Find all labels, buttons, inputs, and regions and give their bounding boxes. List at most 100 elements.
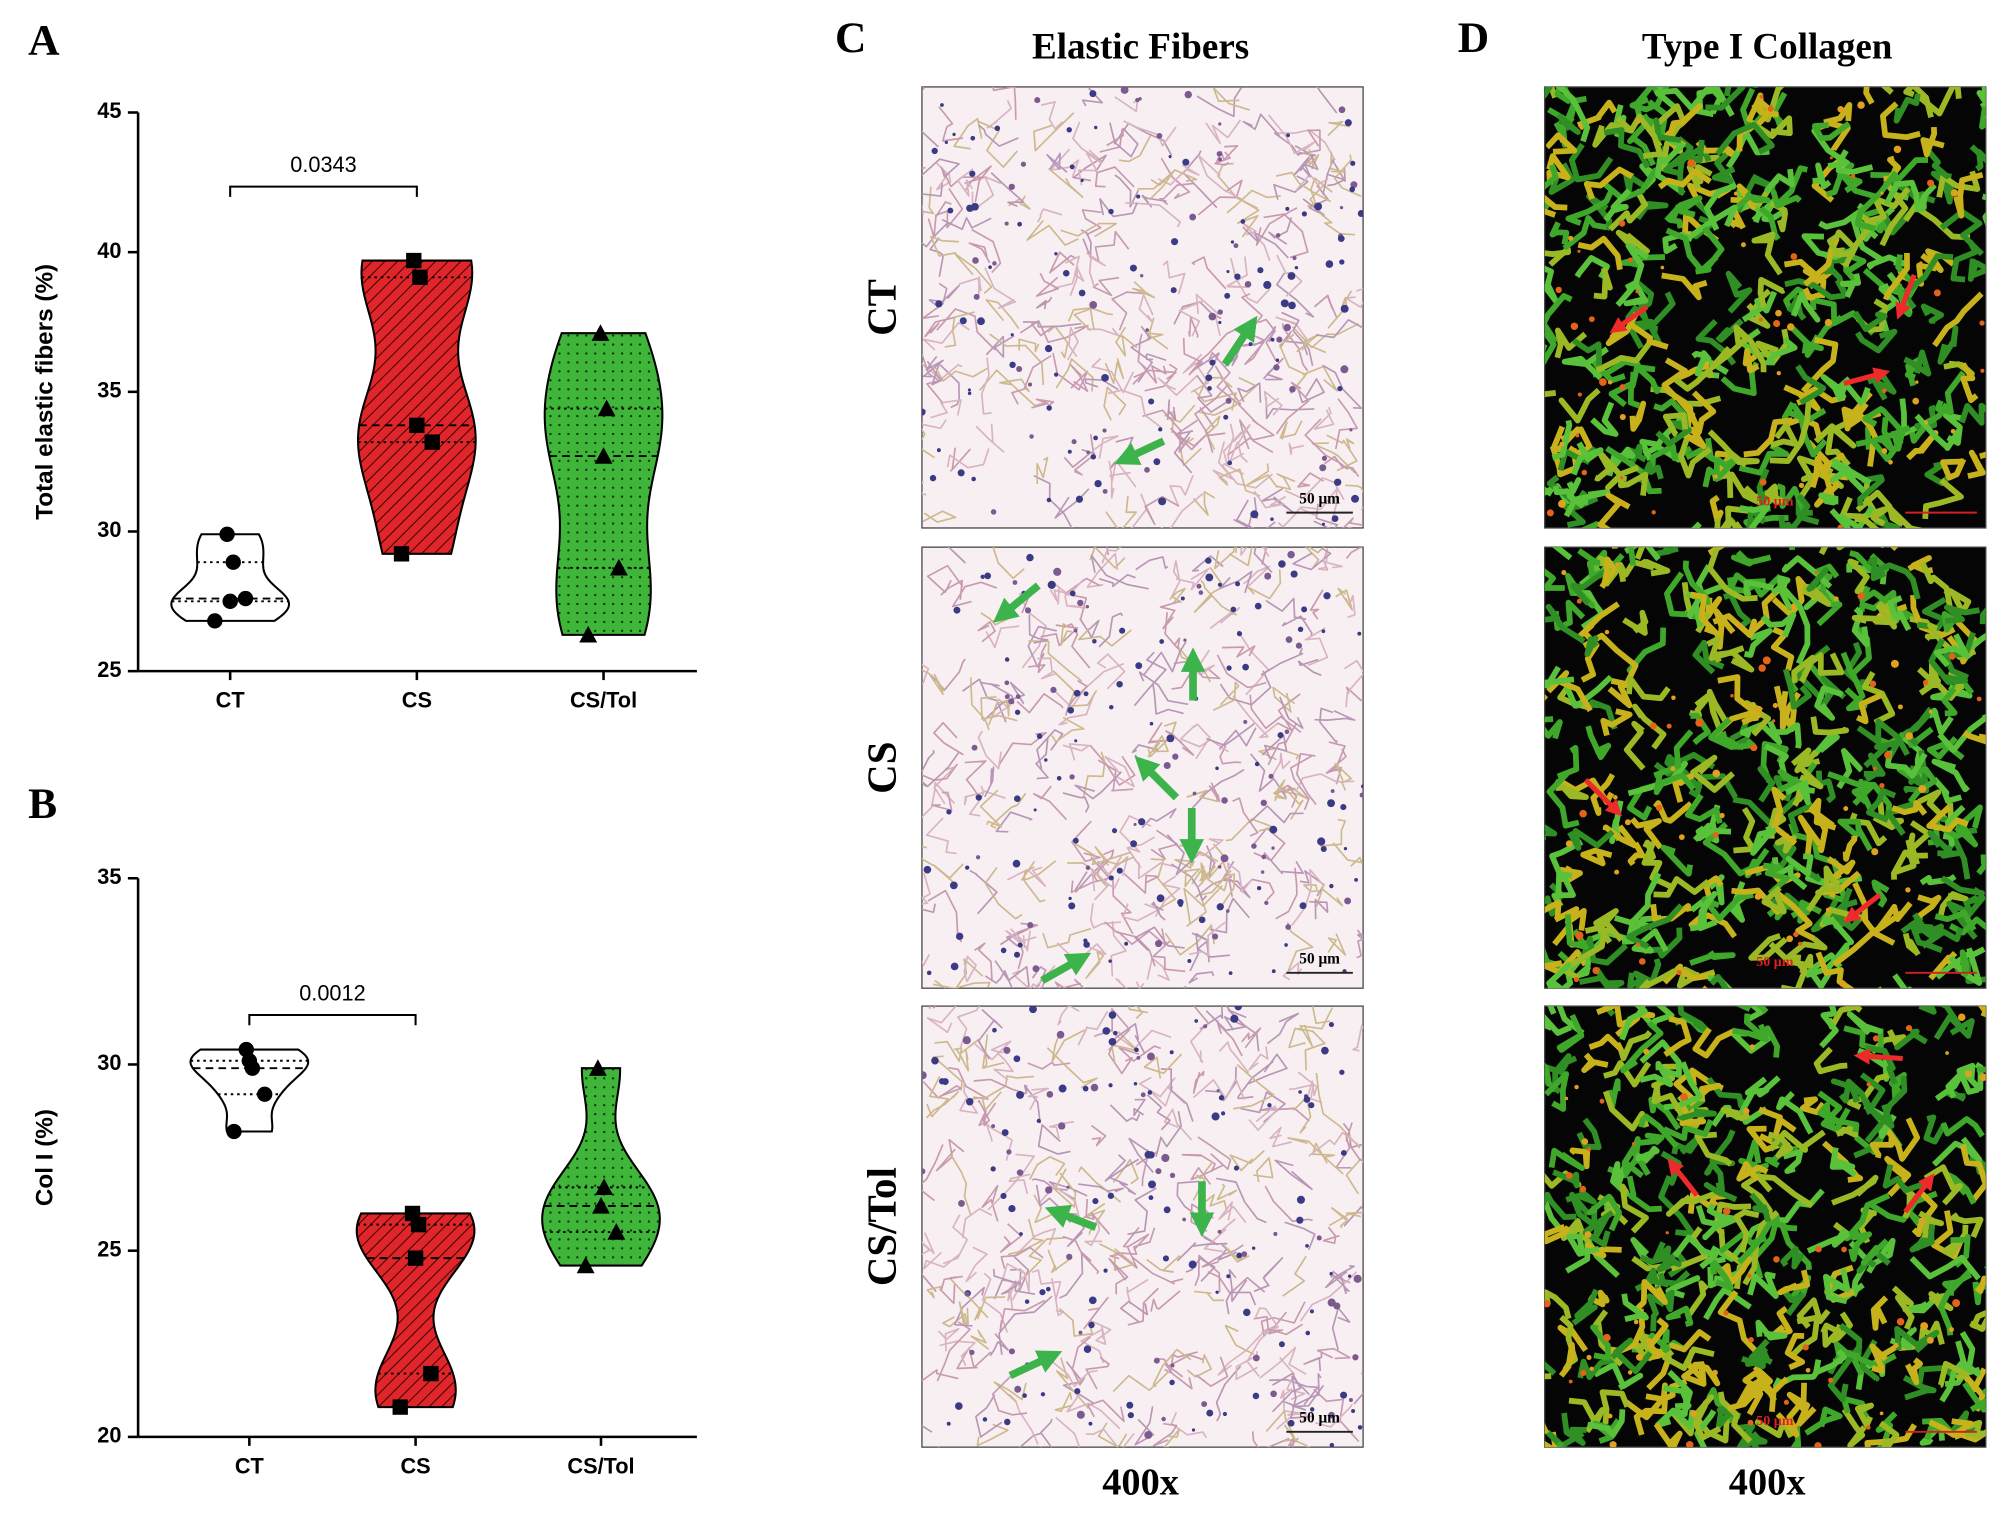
tissue-fiber — [1590, 401, 1619, 437]
tissue-fiber — [956, 168, 974, 197]
cell — [1573, 977, 1579, 983]
tissue-fiber — [1855, 425, 1876, 450]
cell — [1205, 557, 1212, 564]
tissue-fiber — [1780, 1245, 1805, 1270]
tissue-fiber — [1049, 251, 1077, 274]
cell — [1308, 1102, 1315, 1109]
tissue-fiber — [1926, 804, 1969, 833]
tissue-fiber — [1108, 1037, 1133, 1075]
cell — [1296, 1216, 1304, 1224]
tissue-fiber — [1835, 1122, 1860, 1138]
tissue-fiber — [1318, 211, 1356, 236]
tissue-fiber — [1864, 1045, 1898, 1085]
cell — [1730, 694, 1734, 698]
tissue-fiber — [1822, 915, 1855, 946]
tissue-fiber — [1274, 1159, 1313, 1191]
tissue-fiber — [939, 1340, 976, 1367]
tissue-fiber — [1859, 207, 1892, 234]
cell — [1089, 300, 1098, 309]
cell — [1325, 260, 1334, 268]
cell — [1069, 774, 1075, 780]
cell — [1762, 656, 1771, 665]
cell — [1217, 1229, 1222, 1234]
cell — [1575, 931, 1584, 940]
tissue-fiber — [1831, 458, 1872, 494]
tissue-fiber — [1063, 623, 1091, 669]
cell — [1790, 253, 1798, 260]
micrograph-texture — [921, 1006, 1364, 1448]
arrow — [1895, 273, 1917, 320]
tissue-fiber — [1593, 1361, 1644, 1391]
tissue-fiber — [1327, 120, 1351, 137]
tissue-fiber — [934, 366, 988, 382]
tissue-fiber — [1751, 198, 1785, 223]
cell — [1020, 161, 1027, 167]
tissue-fiber — [1695, 1204, 1740, 1228]
tissue-fiber — [1164, 404, 1196, 434]
tissue-fiber — [1592, 115, 1635, 148]
tissue-fiber — [1639, 1039, 1682, 1078]
cell — [1297, 626, 1304, 633]
y-tick-label: 35 — [97, 864, 121, 889]
cell — [1170, 287, 1177, 294]
cell — [1170, 238, 1179, 246]
cell — [1305, 1243, 1309, 1248]
tissue-fiber — [1800, 336, 1839, 394]
tissue-fiber — [1894, 1028, 1928, 1051]
tissue-fiber — [1713, 1201, 1752, 1237]
micrograph-texture — [921, 86, 1364, 528]
cell — [1029, 1006, 1037, 1014]
cell — [1350, 181, 1358, 189]
tissue-fiber — [1569, 1191, 1598, 1229]
tissue-fiber — [1866, 556, 1887, 582]
tissue-fiber — [1047, 1249, 1073, 1274]
tissue-fiber — [1557, 113, 1581, 135]
cell — [1235, 581, 1241, 587]
cell — [1301, 211, 1307, 217]
tissue-fiber — [1031, 1269, 1062, 1301]
tissue-fiber — [1813, 1348, 1848, 1376]
tissue-fiber — [1751, 231, 1783, 276]
cell — [1046, 1091, 1054, 1098]
tissue-fiber — [1189, 932, 1208, 972]
cell — [1251, 1246, 1256, 1250]
tissue-fiber — [1871, 879, 1890, 908]
cell — [1026, 553, 1034, 562]
tissue-fiber — [1212, 87, 1251, 111]
tissue-fiber — [1055, 358, 1094, 392]
cell — [1116, 867, 1123, 874]
tissue-fiber — [1796, 749, 1824, 790]
cell — [1016, 365, 1023, 372]
cell — [1340, 1391, 1348, 1399]
tissue-fiber — [921, 1369, 959, 1382]
tissue-fiber — [958, 1301, 969, 1325]
tissue-fiber — [1152, 1422, 1178, 1447]
cell — [1754, 893, 1762, 900]
tissue-fiber — [1230, 257, 1271, 304]
cell — [1690, 1410, 1697, 1417]
tissue-fiber — [1556, 1006, 1585, 1036]
tissue-fiber — [1888, 1071, 1907, 1101]
tissue-fiber — [1967, 258, 1986, 282]
cell — [1240, 219, 1246, 224]
cell — [966, 1098, 974, 1106]
tissue-fiber — [1182, 353, 1210, 394]
tissue-fiber — [1019, 320, 1055, 337]
tissue-fiber — [1035, 737, 1049, 780]
tissue-fiber — [1235, 1351, 1258, 1381]
cell — [962, 1036, 971, 1045]
cell — [1284, 729, 1290, 735]
cell — [1680, 1093, 1688, 1101]
cell — [1759, 94, 1764, 99]
cell — [1270, 517, 1274, 521]
tissue-fiber — [1981, 193, 1986, 227]
tissue-fiber — [1855, 328, 1898, 354]
tissue-fiber — [934, 187, 964, 229]
tissue-fiber — [1546, 153, 1571, 185]
tissue-fiber — [1651, 1085, 1685, 1117]
tissue-fiber — [1748, 933, 1788, 961]
tissue-fiber — [1603, 188, 1632, 222]
cell — [1145, 328, 1149, 332]
tissue-fiber — [1228, 547, 1253, 567]
tissue-fiber — [1597, 917, 1624, 943]
